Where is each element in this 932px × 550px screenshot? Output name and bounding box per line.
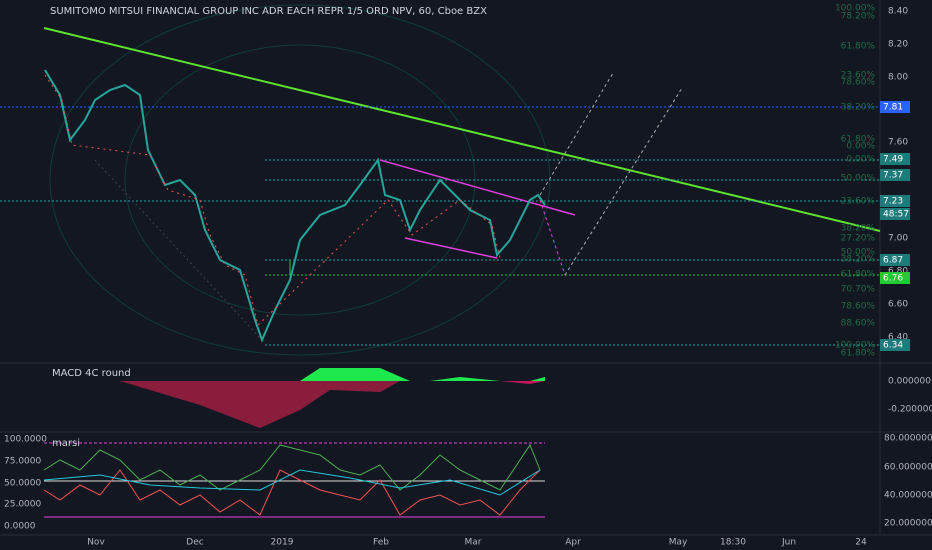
price-tag: 7.23 (883, 197, 903, 207)
fib-label: 100.00% (835, 341, 875, 351)
price-tag-bg (880, 208, 910, 220)
price-label: 6.80 (888, 267, 908, 277)
time-label: Apr (565, 538, 581, 548)
rsi-right-label: 80.000000 (884, 434, 932, 444)
rsi-left-label: 0.0000 (4, 522, 36, 532)
time-label: Nov (87, 538, 105, 548)
price-label: 7.60 (888, 138, 908, 148)
price-label: 8.40 (888, 7, 908, 17)
fib-label: 50.00% (841, 248, 876, 258)
macd-name: MACD 4C round (52, 368, 131, 379)
time-label: Mar (465, 538, 482, 548)
rsi-name: marsi (52, 438, 80, 449)
rsi-right-label: 60.000000 (884, 463, 932, 473)
rsi-right-label: 40.000000 (884, 491, 932, 501)
fib-label: 23.60% (841, 71, 876, 81)
fib-label: 100.00% (835, 4, 875, 14)
price-tag-bg (880, 169, 910, 181)
price-tag: 7.81 (883, 103, 903, 113)
fib-label: 0.00% (846, 155, 875, 165)
rsi-left-label: 75.0000 (4, 457, 41, 467)
fib-label: 23.60% (841, 197, 876, 207)
rsi-lines (43, 442, 545, 518)
fib-label: 70.70% (841, 285, 876, 295)
fib-label: 78.60% (841, 302, 876, 312)
fib-label: 27.20% (841, 234, 876, 244)
price-label: 8.20 (888, 40, 908, 50)
time-label: Feb (373, 538, 389, 548)
time-label: Dec (186, 538, 203, 548)
separators (0, 0, 932, 536)
time-label: Jun (781, 538, 796, 548)
fib-label: 61.80% (841, 42, 876, 52)
price-candles-down (44, 74, 501, 326)
time-label: 2019 (271, 538, 294, 548)
fib-label: 78.60% (841, 78, 876, 88)
fib-label: 50.00% (841, 174, 876, 184)
price-tag: 6.87 (883, 256, 903, 266)
price-tag: 7.37 (883, 171, 903, 181)
price-label: 6.40 (888, 333, 908, 343)
price-label: 7.00 (888, 234, 908, 244)
fib-label: 88.60% (841, 319, 876, 329)
chart-title: SUMITOMO MITSUI FINANCIAL GROUP INC ADR … (50, 6, 487, 17)
fib-label: 61.80% (841, 270, 876, 280)
rsi-left-label: 100.0000 (4, 435, 47, 445)
price-tag-bg (880, 272, 910, 284)
fib-label: 61.80% (841, 135, 876, 145)
rsi-right-label: 20.000000 (884, 519, 932, 529)
time-label: 18:30 (720, 538, 746, 548)
macd-axis-label: 0.000000 (888, 377, 931, 387)
macd-histogram (44, 368, 545, 428)
price-label: 6.60 (888, 300, 908, 310)
fib-label: 0.00% (846, 142, 875, 152)
price-tag-bg (880, 339, 910, 351)
price-tag-bg (880, 153, 910, 165)
price-tag-bg (880, 254, 910, 266)
price-candles (44, 69, 546, 343)
fib-label: 61.80% (841, 349, 876, 359)
fib-label: 38.20% (841, 224, 876, 234)
fib-label: 38.20% (841, 255, 876, 265)
rsi-left-label: 50.0000 (4, 479, 41, 489)
time-label: May (669, 538, 688, 548)
rsi-left-label: 25.0000 (4, 500, 41, 510)
price-tag: 7.49 (883, 155, 903, 165)
price-label: 8.00 (888, 73, 908, 83)
price-tag-bg (880, 101, 910, 113)
price-tag-bg (880, 195, 910, 207)
fib-label: 78.20% (841, 12, 876, 22)
time-label: 24 (855, 538, 867, 548)
price-tag: 6.34 (883, 341, 903, 351)
price-tag: 6.76 (883, 274, 903, 284)
macd-axis-label: -0.200000 (888, 405, 932, 415)
fib-label: 38.20% (841, 103, 876, 113)
price-tag: 48:57 (883, 210, 909, 220)
drawings (0, 27, 881, 346)
